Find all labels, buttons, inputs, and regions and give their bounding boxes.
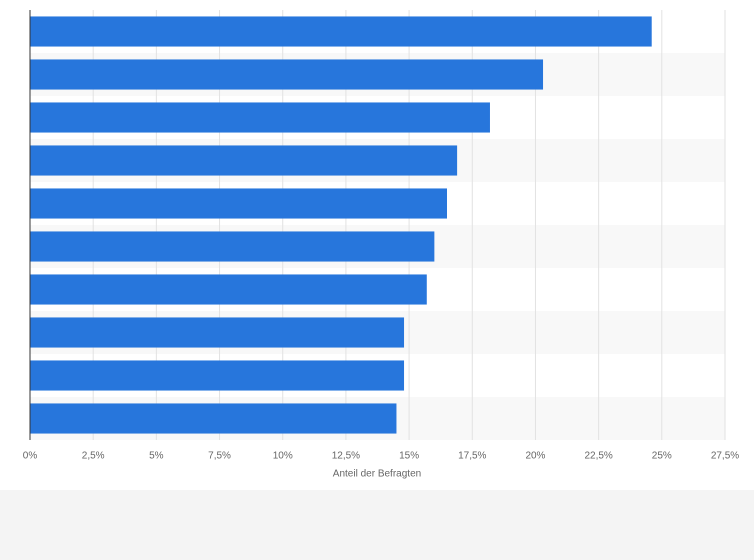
bar [30,360,405,391]
bar [30,317,405,348]
bar [30,102,490,133]
x-tick-label: 22,5% [584,451,612,462]
x-tick-label: 20% [525,451,545,462]
bar [30,188,447,219]
x-tick-label: 12,5% [332,451,360,462]
x-tick-label: 7,5% [208,451,231,462]
bar [30,145,458,176]
bar [30,16,652,47]
x-tick-label: 2,5% [82,451,105,462]
bar [30,274,427,305]
x-tick-label: 15% [399,451,419,462]
x-axis-label: Anteil der Befragten [333,469,421,480]
bar [30,59,544,90]
x-tick-label: 25% [652,451,672,462]
bar [30,231,435,262]
x-tick-label: 5% [149,451,164,462]
x-tick-label: 10% [273,451,293,462]
x-tick-label: 27,5% [711,451,739,462]
x-tick-label: 17,5% [458,451,486,462]
x-tick-label: 0% [23,451,38,462]
bar [30,403,397,434]
